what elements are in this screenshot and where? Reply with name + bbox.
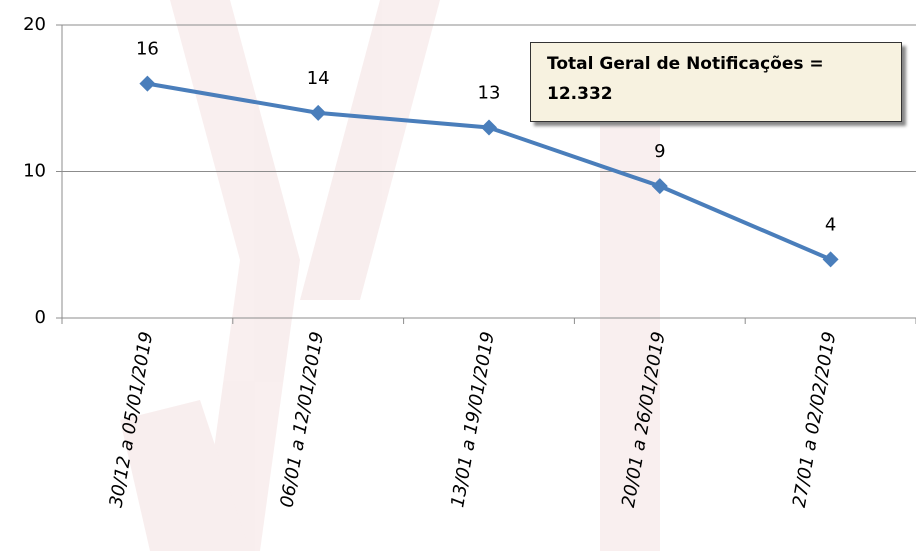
marker: [823, 251, 839, 267]
annotation: Total Geral de Notificações = 12.332: [530, 42, 902, 122]
marker: [481, 120, 497, 136]
data-label: 16: [136, 39, 159, 60]
data-label: 9: [654, 141, 665, 162]
x-tick-label: 27/01 a 02/02/2019: [789, 330, 841, 509]
marker: [139, 76, 155, 92]
y-tick-label: 0: [35, 307, 46, 328]
marker: [310, 105, 326, 121]
x-tick-label: 13/01 a 19/01/2019: [447, 330, 499, 509]
chart-area: 0102030/12 a 05/01/201906/01 a 12/01/201…: [0, 0, 916, 551]
y-tick-label: 20: [23, 14, 46, 35]
data-label: 14: [307, 68, 330, 89]
y-tick-label: 10: [23, 161, 46, 182]
data-label: 13: [478, 83, 501, 104]
data-label: 4: [825, 214, 836, 235]
